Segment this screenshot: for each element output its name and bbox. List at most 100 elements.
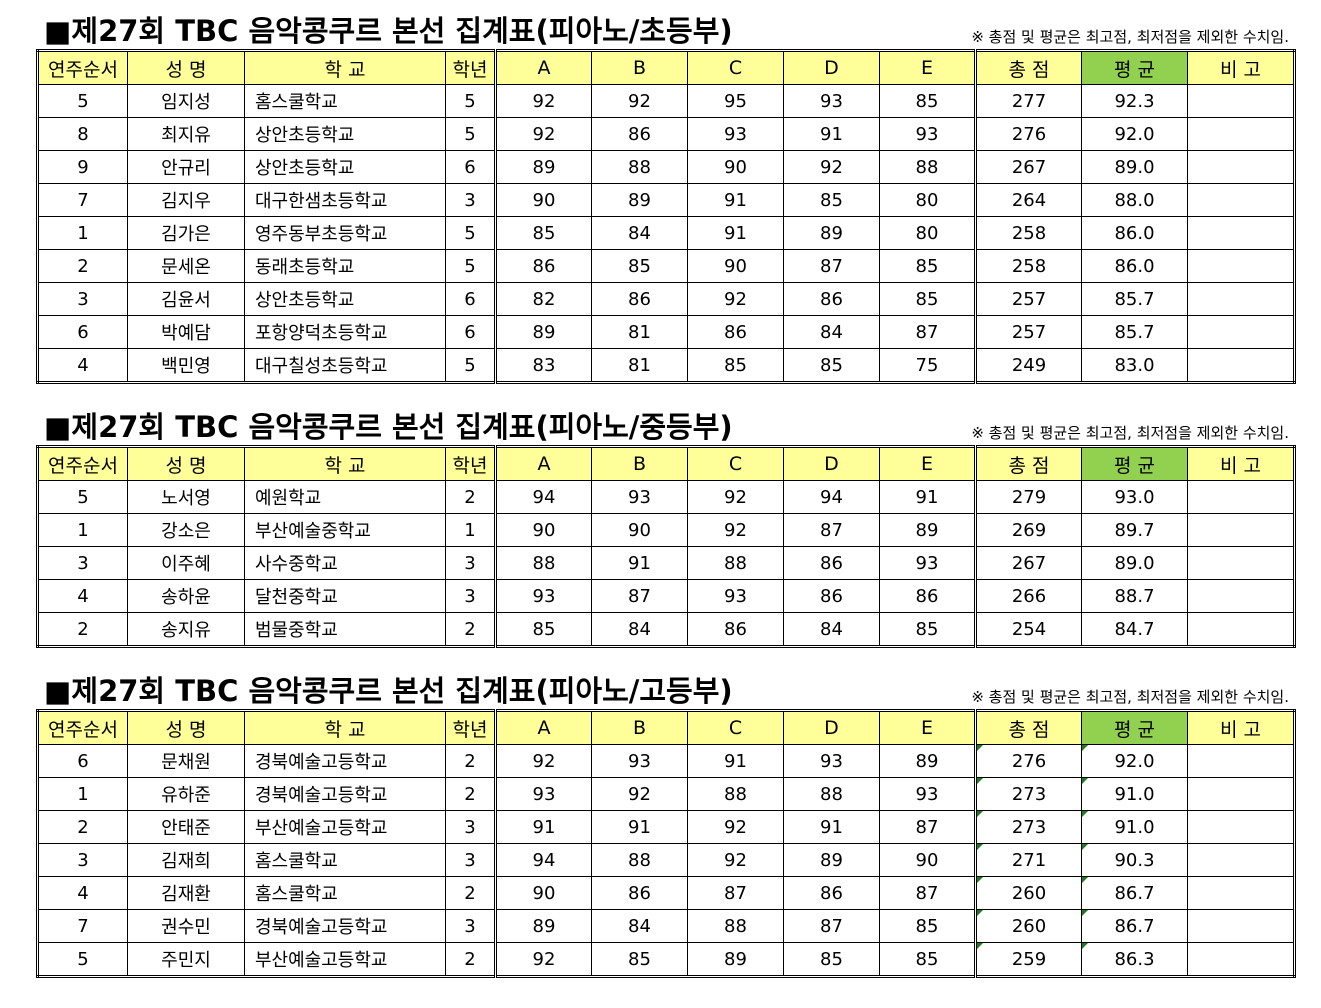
cell-remarks <box>1187 216 1295 250</box>
cell-total: 264 <box>975 183 1082 217</box>
table-row: 9 안규리 상안초등학교 6 89 88 90 92 88 267 89.0 <box>37 150 1295 184</box>
cell-b: 84 <box>591 909 688 943</box>
header-average: 평 균 <box>1081 710 1188 745</box>
cell-name: 송하윤 <box>127 579 245 613</box>
cell-total: 267 <box>975 150 1082 184</box>
cell-remarks <box>1187 183 1295 217</box>
cell-name: 강소은 <box>127 513 245 547</box>
cell-b: 91 <box>591 546 688 580</box>
cell-name: 최지유 <box>127 117 245 151</box>
table-row: 3 김윤서 상안초등학교 6 82 86 92 86 85 257 85.7 <box>37 282 1295 316</box>
table-row: 2 안태준 부산예술고등학교 3 91 91 92 91 87 273 91.0 <box>37 810 1295 844</box>
cell-b: 85 <box>591 942 688 977</box>
cell-a: 86 <box>495 249 592 283</box>
cell-b: 84 <box>591 612 688 647</box>
header-name: 성 명 <box>127 710 245 745</box>
cell-b: 92 <box>591 777 688 811</box>
cell-c: 92 <box>687 513 784 547</box>
cell-name: 임지성 <box>127 84 245 118</box>
cell-a: 91 <box>495 810 592 844</box>
cell-remarks <box>1187 876 1295 910</box>
cell-b: 91 <box>591 810 688 844</box>
cell-b: 89 <box>591 183 688 217</box>
cell-c: 86 <box>687 612 784 647</box>
cell-a: 90 <box>495 183 592 217</box>
header-remarks: 비 고 <box>1187 50 1295 85</box>
cell-order: 4 <box>37 348 128 383</box>
cell-name: 안규리 <box>127 150 245 184</box>
cell-e: 93 <box>879 777 977 811</box>
cell-average: 92.3 <box>1081 84 1188 118</box>
cell-total: 266 <box>975 579 1082 613</box>
cell-c: 85 <box>687 348 784 383</box>
cell-school: 영주동부초등학교 <box>244 216 446 250</box>
header-e: E <box>879 50 977 85</box>
cell-d: 89 <box>783 843 880 877</box>
cell-school: 예원학교 <box>244 480 446 514</box>
cell-d: 89 <box>783 216 880 250</box>
section-note: ※ 총점 및 평균은 최고점, 최저점을 제외한 수치임. <box>971 28 1289 46</box>
cell-remarks <box>1187 513 1295 547</box>
header-order: 연주순서 <box>37 446 128 481</box>
cell-total: 249 <box>975 348 1082 383</box>
header-school: 학 교 <box>244 446 446 481</box>
header-remarks: 비 고 <box>1187 446 1295 481</box>
cell-b: 90 <box>591 513 688 547</box>
cell-average: 86.0 <box>1081 249 1188 283</box>
header-grade: 학년 <box>445 710 497 745</box>
cell-order: 4 <box>37 579 128 613</box>
header-average: 평 균 <box>1081 446 1188 481</box>
cell-total: 257 <box>975 282 1082 316</box>
cell-a: 89 <box>495 909 592 943</box>
cell-name: 김가은 <box>127 216 245 250</box>
header-remarks: 비 고 <box>1187 710 1295 745</box>
cell-name: 이주혜 <box>127 546 245 580</box>
cell-grade: 3 <box>445 909 497 943</box>
cell-order: 6 <box>37 315 128 349</box>
header-d: D <box>783 710 880 745</box>
cell-e: 85 <box>879 282 977 316</box>
cell-school: 상안초등학교 <box>244 150 446 184</box>
cell-d: 92 <box>783 150 880 184</box>
cell-e: 85 <box>879 84 977 118</box>
cell-a: 92 <box>495 84 592 118</box>
cell-e: 87 <box>879 876 977 910</box>
cell-a: 90 <box>495 876 592 910</box>
cell-total: 269 <box>975 513 1082 547</box>
cell-order: 8 <box>37 117 128 151</box>
section-note: ※ 총점 및 평균은 최고점, 최저점을 제외한 수치임. <box>971 688 1289 706</box>
cell-b: 81 <box>591 315 688 349</box>
cell-order: 5 <box>37 84 128 118</box>
cell-c: 91 <box>687 183 784 217</box>
cell-grade: 3 <box>445 843 497 877</box>
cell-c: 88 <box>687 546 784 580</box>
cell-school: 대구칠성초등학교 <box>244 348 446 383</box>
cell-name: 문채원 <box>127 744 245 778</box>
cell-grade: 2 <box>445 942 497 977</box>
cell-b: 85 <box>591 249 688 283</box>
cell-b: 81 <box>591 348 688 383</box>
cell-total: 259 <box>975 942 1082 977</box>
cell-school: 동래초등학교 <box>244 249 446 283</box>
cell-average: 85.7 <box>1081 282 1188 316</box>
cell-average: 86.7 <box>1081 909 1188 943</box>
table-row: 3 이주혜 사수중학교 3 88 91 88 86 93 267 89.0 <box>37 546 1295 580</box>
cell-order: 1 <box>37 777 128 811</box>
cell-total: 273 <box>975 777 1082 811</box>
cell-remarks <box>1187 84 1295 118</box>
cell-grade: 3 <box>445 546 497 580</box>
cell-grade: 3 <box>445 183 497 217</box>
table-row: 2 송지유 범물중학교 2 85 84 86 84 85 254 84.7 <box>37 612 1295 647</box>
cell-grade: 2 <box>445 777 497 811</box>
cell-a: 94 <box>495 843 592 877</box>
cell-a: 93 <box>495 777 592 811</box>
header-grade: 학년 <box>445 446 497 481</box>
cell-grade: 2 <box>445 612 497 647</box>
cell-b: 86 <box>591 117 688 151</box>
cell-total: 279 <box>975 480 1082 514</box>
cell-name: 김윤서 <box>127 282 245 316</box>
